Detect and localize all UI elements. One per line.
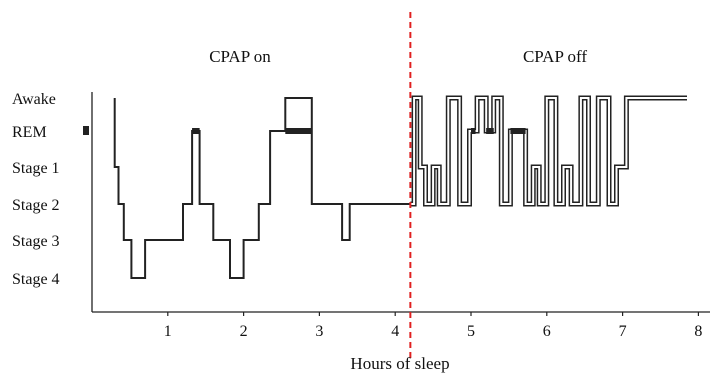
hypnogram-series — [83, 95, 687, 279]
rem-marker-2 — [471, 128, 476, 134]
x-tick-label-7: 7 — [619, 323, 627, 340]
section-labels: CPAP on CPAP off — [209, 47, 587, 66]
rem-marker-0 — [192, 128, 200, 134]
x-tick-label-8: 8 — [694, 323, 702, 340]
y-label-stage-1: Stage 1 — [12, 160, 60, 177]
y-label-stage-4: Stage 4 — [12, 271, 60, 288]
x-tick-label-3: 3 — [315, 323, 323, 340]
x-tick-label-4: 4 — [391, 323, 399, 340]
x-tick-label-1: 1 — [164, 323, 172, 340]
rem-marker-4 — [510, 128, 526, 134]
hypnogram-line-cpap-off-inner — [410, 97, 687, 205]
rem-marker-3 — [486, 128, 494, 134]
x-tick-label-6: 6 — [543, 323, 551, 340]
y-label-stage-3: Stage 3 — [12, 233, 60, 250]
axes — [91, 92, 710, 313]
x-axis-ticks: 1 2 3 4 5 6 7 8 — [164, 312, 702, 340]
section-label-cpap-on: CPAP on — [209, 47, 271, 66]
x-tick-label-5: 5 — [467, 323, 475, 340]
rem-marker-1 — [285, 128, 312, 134]
hypnogram-line-cpap-off — [410, 95, 687, 207]
y-axis-labels: Awake REM Stage 1 Stage 2 Stage 3 Stage 4 — [12, 91, 60, 288]
y-label-stage-2: Stage 2 — [12, 197, 60, 214]
rem-marker-start — [83, 126, 89, 135]
x-axis-label: Hours of sleep — [350, 354, 449, 373]
y-label-awake: Awake — [12, 91, 56, 108]
hypnogram-line-cpap-on — [113, 97, 411, 279]
section-label-cpap-off: CPAP off — [523, 47, 587, 66]
x-tick-label-2: 2 — [240, 323, 248, 340]
y-label-rem: REM — [12, 124, 47, 141]
